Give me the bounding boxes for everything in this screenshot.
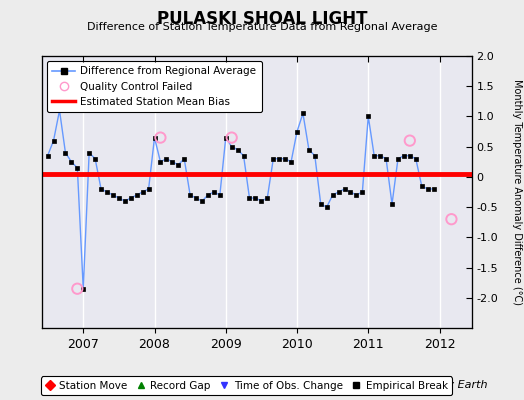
Difference from Regional Average (431, 186, 437, 191)
Legend: Station Move, Record Gap, Time of Obs. Change, Empirical Break: Station Move, Record Gap, Time of Obs. C… (40, 376, 452, 395)
Line: Difference from Regional Average: Difference from Regional Average (46, 108, 435, 291)
Difference from Regional Average (45, 153, 51, 158)
Point (406, 138, 414, 144)
Difference from Regional Average (80, 286, 86, 291)
Point (156, 134, 165, 141)
Difference from Regional Average (228, 144, 235, 149)
Point (73, 286, 82, 292)
Difference from Regional Average (151, 135, 158, 140)
Difference from Regional Average (359, 190, 366, 194)
Difference from Regional Average (175, 162, 181, 167)
Legend: Difference from Regional Average, Quality Control Failed, Estimated Station Mean: Difference from Regional Average, Qualit… (47, 61, 261, 112)
Difference from Regional Average (86, 150, 92, 155)
Text: PULASKI SHOAL LIGHT: PULASKI SHOAL LIGHT (157, 10, 367, 28)
Difference from Regional Average (223, 135, 229, 140)
Text: Berkeley Earth: Berkeley Earth (405, 380, 487, 390)
Text: Difference of Station Temperature Data from Regional Average: Difference of Station Temperature Data f… (87, 22, 437, 32)
Point (227, 134, 236, 141)
Difference from Regional Average (57, 108, 63, 113)
Point (447, 216, 456, 222)
Y-axis label: Monthly Temperature Anomaly Difference (°C): Monthly Temperature Anomaly Difference (… (512, 79, 522, 305)
